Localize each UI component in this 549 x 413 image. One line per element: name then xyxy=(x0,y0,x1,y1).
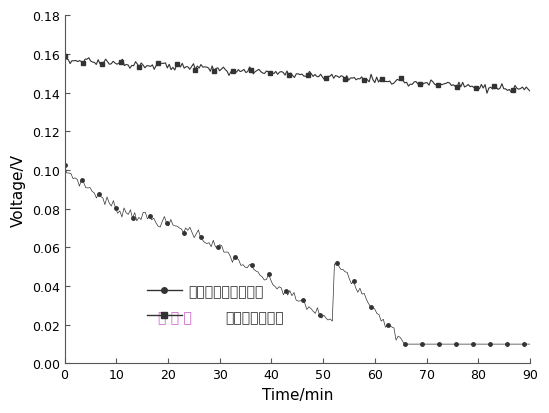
X-axis label: Time/min: Time/min xyxy=(261,387,333,402)
传统阴极结构的电池 xyxy=(401,342,408,347)
传统阴极结构的电池 xyxy=(197,235,204,240)
传统阴极结构的电池 xyxy=(457,342,463,347)
传统阴极结构的电池 xyxy=(480,342,486,347)
Text: 阴极结构的电池: 阴极结构的电池 xyxy=(225,311,284,325)
Text: 本 发 明: 本 发 明 xyxy=(158,311,196,325)
Legend: 传统阴极结构的电池, : 传统阴极结构的电池, xyxy=(141,279,270,329)
传统阴极结构的电池 xyxy=(472,342,478,347)
Line: 传统阴极结构的电池: 传统阴极结构的电池 xyxy=(63,164,531,346)
传统阴极结构的电池 xyxy=(310,309,316,314)
传统阴极结构的电池 xyxy=(526,342,533,347)
传统阴极结构的电池 xyxy=(61,163,68,168)
Y-axis label: Voltage/V: Voltage/V xyxy=(11,153,26,226)
传统阴极结构的电池 xyxy=(189,230,195,235)
